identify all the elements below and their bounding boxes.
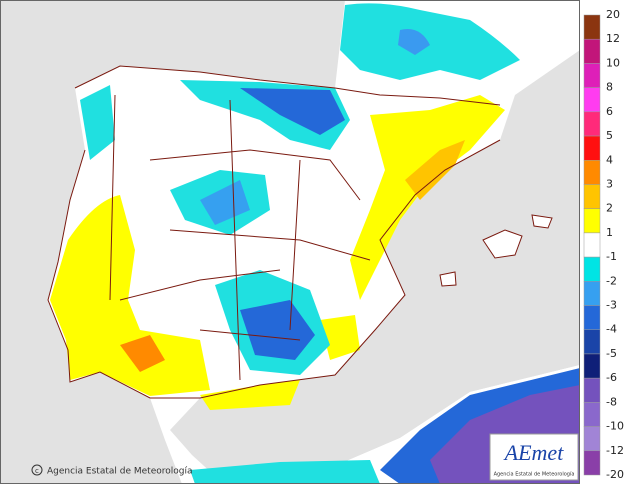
legend-label: 10 [606,56,620,69]
copyright-icon [31,464,43,476]
warm-area [120,335,165,372]
legend-swatch [583,377,601,403]
cold-area [240,300,315,360]
legend-swatch [583,184,601,209]
legend-label: -2 [606,274,617,287]
island [439,271,457,287]
legend-swatch [583,281,601,306]
cold-area [398,29,430,55]
legend-label: 3 [606,177,613,190]
legend-label: -10 [606,420,624,433]
legend-swatch [583,135,601,161]
legend-swatch [583,38,601,64]
legend-swatch [583,256,601,282]
legend-label: -6 [606,371,617,384]
legend-label: 1 [606,226,613,239]
legend-label: -12 [606,444,624,457]
legend-swatch [583,232,601,258]
legend-label: 20 [606,8,620,21]
legend-label: 4 [606,153,613,166]
mediterranean-sea [170,50,580,476]
legend-swatch [583,111,601,137]
legend-swatch [583,402,601,427]
legend-label: 2 [606,202,613,215]
legend-label: -8 [606,395,617,408]
map-frame [0,0,580,484]
logo-box [489,433,579,481]
cold-area [200,180,250,225]
legend-label: -4 [606,323,617,336]
cold-area [340,3,520,80]
legend-swatch [583,208,601,234]
legend-swatch [583,63,601,88]
credit: Agencia Estatal de Meteorología [47,467,193,477]
copyright-symbol: c [35,467,39,475]
legend-swatch [583,14,601,40]
map [0,0,580,484]
island [531,214,553,229]
cold-area [80,85,115,160]
logo-subtitle: Agencia Estatal de Meteorología [494,471,575,478]
legend: 20 12 10 8 6 5 4 3 2 1 -1 -2 -3 -4 -5 -6 -8 -10 -12 -20 [583,8,624,481]
warm-area [50,195,210,396]
legend-label: -1 [606,250,617,263]
cold-area [190,460,380,484]
legend-label: 8 [606,81,613,94]
legend-label: -3 [606,299,617,312]
cold-area [240,88,345,135]
island [482,229,523,259]
legend-swatch [583,450,601,476]
region-border [47,65,501,399]
legend-label: 5 [606,129,613,142]
legend-label: -20 [606,468,624,481]
warm-area [350,95,505,300]
legend-swatch [583,329,601,355]
atlantic-sea [0,0,345,484]
legend-swatch [583,305,601,330]
legend-swatch [583,426,601,452]
warm-area [200,380,300,410]
warm-area [320,315,360,360]
legend-swatch [583,87,601,113]
legend-label: 6 [606,105,613,118]
legend-swatch [583,160,601,185]
warm-area [405,140,465,200]
legend-label: 12 [606,32,620,45]
logo-name: AEmet [503,440,565,465]
legend-label: -5 [606,347,617,360]
legend-swatch [583,353,601,379]
